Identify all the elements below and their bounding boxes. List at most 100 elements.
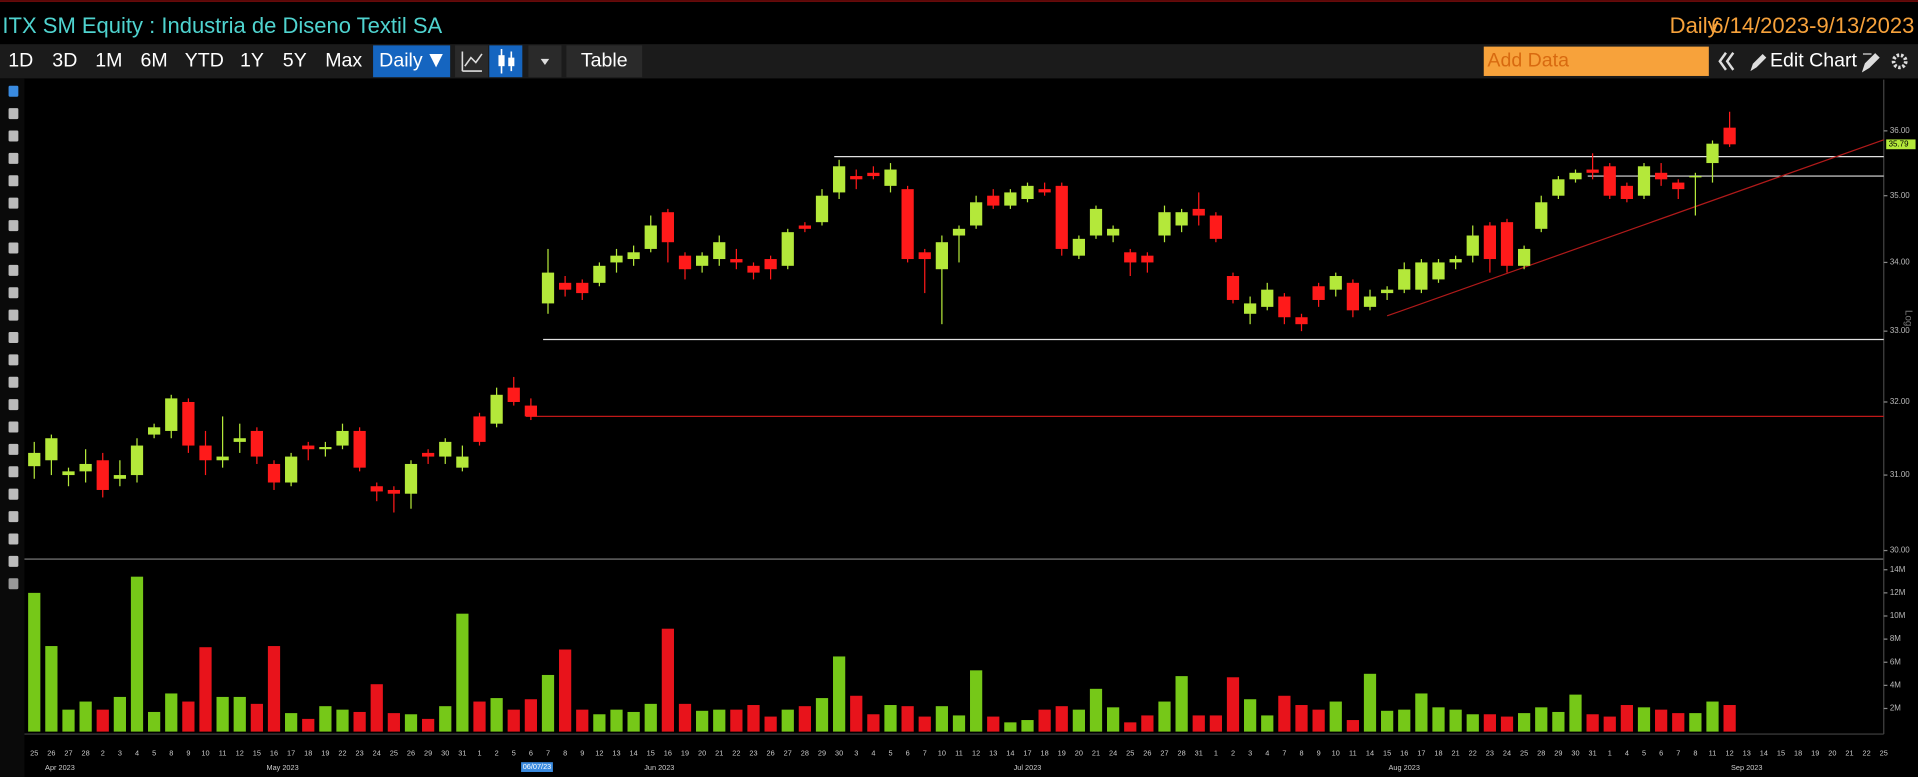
date-tick-label: 31 — [1195, 749, 1203, 758]
tool-icon[interactable] — [8, 555, 19, 567]
table-label[interactable]: Table — [581, 49, 628, 71]
tool-icon[interactable] — [8, 197, 19, 209]
candle-body — [1363, 296, 1377, 307]
edit-icon[interactable] — [1861, 53, 1880, 73]
candle-body — [404, 463, 418, 494]
date-tick-label: 21 — [1845, 749, 1853, 758]
tool-icon[interactable] — [8, 511, 19, 523]
volume-bar — [1329, 701, 1342, 732]
table-button[interactable] — [566, 45, 643, 78]
range-button[interactable]: YTD — [185, 49, 224, 71]
volume-bar — [1552, 711, 1565, 732]
tool-icon[interactable] — [8, 309, 19, 321]
candle-body — [850, 176, 863, 180]
tool-icon[interactable] — [8, 578, 19, 590]
range-button[interactable]: 1Y — [240, 49, 264, 71]
tool-icon[interactable] — [8, 175, 19, 187]
volume-bar — [1363, 673, 1377, 732]
date-tick-label: 31 — [1589, 749, 1597, 758]
volume-bar — [764, 716, 777, 732]
tool-icon[interactable] — [8, 242, 19, 254]
add-data-placeholder[interactable]: Add Data — [1487, 49, 1569, 71]
candle-body — [610, 255, 623, 263]
date-tick-label: 18 — [1041, 749, 1049, 758]
tool-icon[interactable] — [8, 443, 19, 455]
volume-bar — [1209, 715, 1222, 732]
candle-body — [764, 259, 777, 270]
tool-icon[interactable] — [8, 108, 19, 120]
volume-bar — [1535, 707, 1548, 732]
tool-icon[interactable] — [8, 399, 19, 411]
tool-icon[interactable] — [8, 220, 19, 232]
tool-icon[interactable] — [8, 331, 19, 343]
range-button[interactable]: 3D — [52, 49, 77, 71]
candle-body — [1107, 228, 1120, 236]
date-tick-label: 13 — [989, 749, 997, 758]
volume-bar — [627, 711, 640, 732]
y-tick-label: 30.00 — [1890, 546, 1910, 555]
tool-icon[interactable] — [8, 287, 19, 299]
date-tick-label: 25 — [390, 749, 398, 758]
date-tick-label: 23 — [356, 749, 364, 758]
candle-body — [1483, 225, 1496, 260]
candle-body — [45, 438, 58, 461]
date-tick-label: 15 — [1777, 749, 1785, 758]
date-tick-label: 19 — [1058, 749, 1066, 758]
volume-bar — [833, 656, 846, 732]
edit-chart-label[interactable]: Edit Chart — [1770, 49, 1858, 71]
candle-body — [456, 456, 469, 468]
frequency-label[interactable]: Daily — [379, 49, 423, 71]
range-button[interactable]: Max — [325, 49, 362, 71]
date-tick-label: 12 — [1726, 749, 1734, 758]
volume-bar — [661, 628, 674, 732]
tool-icon[interactable] — [8, 130, 19, 142]
tool-icon[interactable] — [8, 264, 19, 276]
candle-body — [1021, 185, 1034, 199]
range-button[interactable]: 5Y — [283, 49, 307, 71]
volume-bar — [1620, 705, 1633, 732]
candle-body — [302, 445, 315, 450]
settings-icon[interactable] — [1891, 53, 1908, 70]
collapse-icon[interactable] — [1718, 52, 1735, 71]
tool-icon[interactable] — [8, 354, 19, 366]
candle-body — [918, 252, 931, 260]
date-tick-label: 26 — [1143, 749, 1151, 758]
candle-body — [1124, 252, 1137, 263]
date-tick-label: 23 — [1486, 749, 1494, 758]
tool-icon[interactable] — [8, 488, 19, 500]
date-tick-label: 4 — [135, 749, 139, 758]
date-tick-label: 18 — [304, 749, 312, 758]
range-button[interactable]: 1D — [8, 49, 33, 71]
volume-bar — [148, 711, 161, 732]
candle-body — [319, 447, 332, 450]
candle-body — [1569, 172, 1582, 180]
dropdown-arrow[interactable] — [429, 53, 443, 68]
volume-bar — [1038, 709, 1051, 732]
date-tick-label: 4 — [871, 749, 875, 758]
candle-body — [1689, 176, 1702, 178]
date-tick-label: 15 — [1383, 749, 1391, 758]
volume-bar — [216, 696, 229, 732]
tool-icon[interactable] — [8, 533, 19, 545]
line-chart-button[interactable] — [455, 45, 489, 78]
security-title: ITX SM Equity : Industria de Diseno Text… — [2, 13, 442, 38]
candle-button[interactable] — [489, 45, 523, 78]
date-tick-label: 21 — [1452, 749, 1460, 758]
range-button[interactable]: 6M — [141, 49, 168, 71]
tool-icon[interactable] — [8, 466, 19, 478]
candle-body — [79, 463, 92, 472]
add-data-input[interactable] — [1483, 46, 1709, 76]
date-tick-label: 21 — [715, 749, 723, 758]
candle-body — [1381, 289, 1394, 294]
tool-icon[interactable] — [8, 152, 19, 164]
candle-body — [730, 259, 743, 263]
date-tick-label: 29 — [1554, 749, 1562, 758]
tool-icon[interactable] — [8, 85, 19, 97]
options-arrow — [540, 58, 550, 65]
candle-body — [987, 195, 1000, 206]
tool-icon[interactable] — [8, 376, 19, 388]
tool-icon[interactable] — [8, 421, 19, 433]
candle-body — [678, 255, 692, 270]
range-button[interactable]: 1M — [95, 49, 122, 71]
candle-body — [1432, 262, 1445, 280]
